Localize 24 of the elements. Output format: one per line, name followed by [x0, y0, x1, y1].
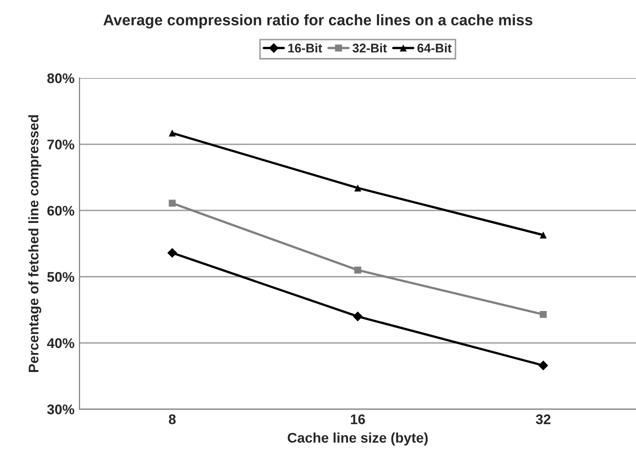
x-tick-label: 32 — [536, 414, 550, 424]
point — [540, 310, 547, 318]
legend-label: 32-Bit — [352, 43, 387, 53]
point — [354, 266, 362, 274]
y-tick-label: 60% — [47, 206, 74, 216]
point — [168, 130, 176, 136]
x-tick-label: 16 — [350, 414, 365, 424]
chart-title: Average compression ratio for cache lines on a cache miss — [103, 14, 532, 28]
x-tick-label: 8 — [168, 414, 176, 424]
y-tick-label: 70% — [47, 140, 74, 150]
legend-label: 64-Bit — [417, 43, 452, 53]
point — [354, 184, 362, 192]
y-tick-label: 50% — [47, 272, 74, 282]
point — [538, 360, 548, 370]
point — [540, 232, 547, 238]
y-tick-label: 80% — [47, 73, 74, 84]
x-axis-title: Cache line size (byte) — [288, 432, 428, 446]
point — [352, 312, 363, 322]
point — [167, 248, 178, 258]
y-tick-label: 30% — [47, 404, 74, 414]
legend-label: 16-Bit — [288, 43, 322, 53]
point — [168, 200, 176, 207]
y-tick-label: 40% — [47, 338, 74, 348]
y-axis-title: Percentage of fetched line compressed — [28, 115, 42, 372]
